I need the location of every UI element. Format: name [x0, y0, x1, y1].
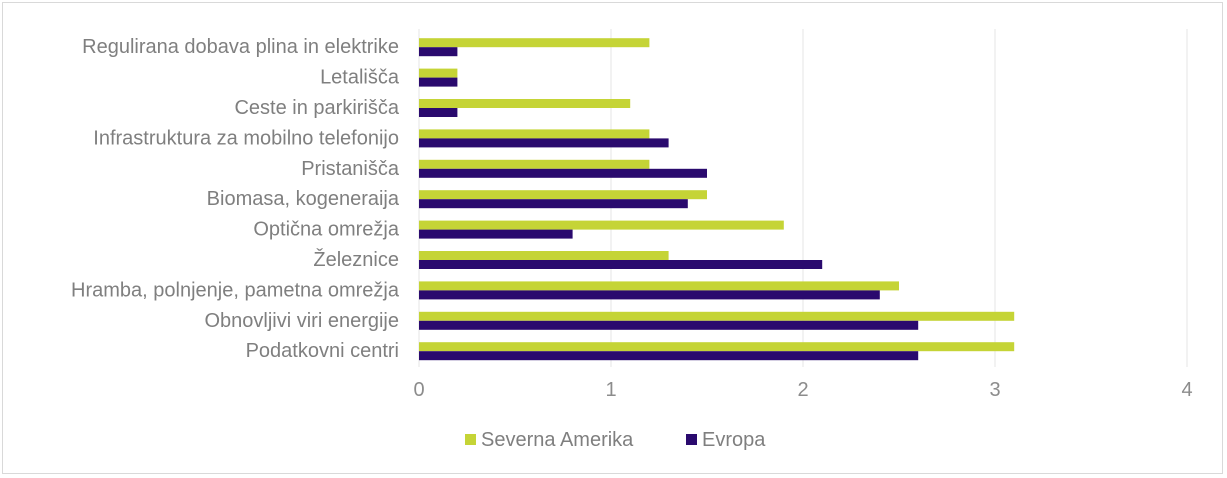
bar-evropa: [419, 290, 880, 300]
bar-severna-amerika: [419, 342, 1015, 352]
bar-severna-amerika: [419, 220, 784, 230]
bar-evropa: [419, 168, 707, 178]
bar-severna-amerika: [419, 190, 707, 200]
gridlines: [418, 29, 1188, 367]
x-tick-label: 0: [413, 379, 424, 401]
category-label: Infrastruktura za mobilno telefonijo: [93, 127, 399, 149]
bar-evropa: [419, 47, 458, 57]
category-label: Biomasa, kogeneraija: [207, 188, 400, 210]
category-label: Optična omrežja: [253, 219, 399, 241]
bar-severna-amerika: [419, 251, 669, 260]
bar-chart: Regulirana dobava plina in elektrike Leta…: [71, 29, 1193, 451]
bar-evropa: [419, 199, 688, 209]
bar-severna-amerika: [419, 159, 650, 169]
bars: [419, 38, 1015, 361]
x-tick-label: 2: [797, 379, 808, 401]
x-tick-label: 3: [989, 379, 1000, 401]
x-tick-labels: 0 1 2 3 4: [413, 379, 1192, 401]
category-label: Ceste in parkirišča: [234, 97, 399, 119]
bar-evropa: [419, 260, 823, 269]
category-label: Regulirana dobava plina in elektrike: [82, 36, 399, 58]
category-labels: Regulirana dobava plina in elektrike Leta…: [71, 36, 400, 362]
category-label: Hramba, polnjenje, pametna omrežja: [71, 279, 400, 301]
bar-severna-amerika: [419, 99, 631, 108]
legend-label: Severna Amerika: [481, 429, 634, 451]
legend: Severna Amerika Evropa: [465, 429, 766, 451]
bar-severna-amerika: [419, 281, 899, 291]
category-label: Obnovljivi viri energije: [204, 310, 399, 332]
category-label: Letališča: [320, 67, 400, 89]
legend-swatch: [686, 434, 697, 445]
x-tick-label: 1: [605, 379, 616, 401]
legend-label: Evropa: [702, 429, 766, 451]
category-label: Železnice: [313, 248, 399, 271]
category-label: Pristanišča: [301, 158, 400, 180]
bar-evropa: [419, 351, 919, 361]
bar-evropa: [419, 108, 458, 117]
bar-evropa: [419, 229, 573, 239]
x-tick-label: 4: [1181, 379, 1192, 401]
bar-severna-amerika: [419, 129, 650, 139]
legend-swatch: [465, 434, 476, 445]
bar-severna-amerika: [419, 38, 650, 48]
bar-severna-amerika: [419, 68, 458, 78]
category-label: Podatkovni centri: [246, 340, 399, 362]
bar-evropa: [419, 138, 669, 148]
bar-evropa: [419, 77, 458, 87]
bar-evropa: [419, 320, 919, 330]
bar-severna-amerika: [419, 311, 1015, 321]
